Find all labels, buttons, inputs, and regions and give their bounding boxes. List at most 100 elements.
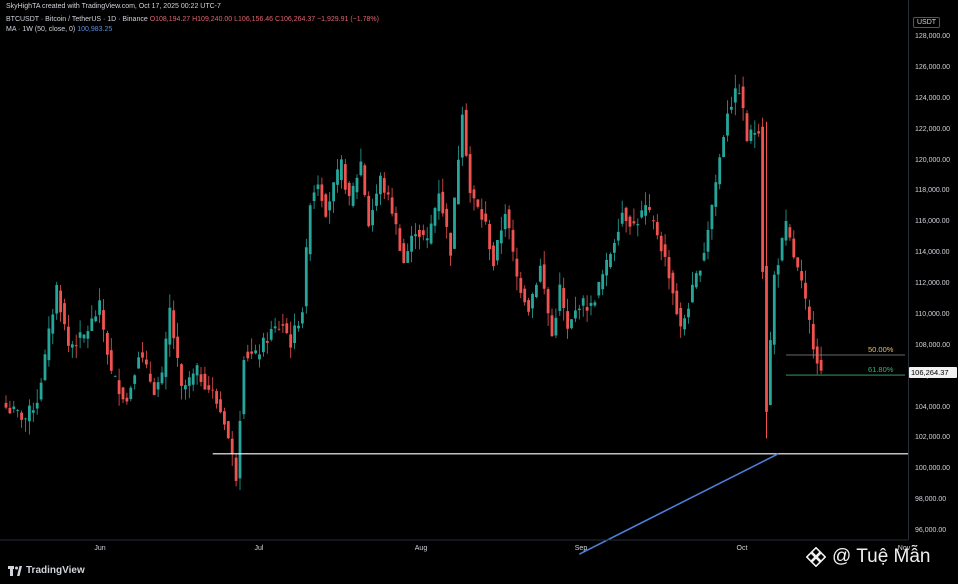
candle-body: [156, 382, 160, 390]
candle-body: [605, 259, 608, 276]
candle-body: [418, 229, 421, 237]
candle-body: [406, 251, 410, 263]
candle-body: [819, 360, 823, 371]
candle-body: [223, 411, 226, 425]
candle-body: [398, 228, 402, 251]
candle-body: [741, 86, 745, 109]
candle-body: [70, 344, 74, 348]
candle-body: [281, 324, 285, 326]
price-tick: 104,000.00: [915, 403, 951, 411]
ma-legend: MA · 1W (50, close, 0) 100,983.25: [6, 26, 112, 33]
ma-line: [578, 453, 779, 555]
price-axis[interactable]: USDT 96,000.00 98,000.00 100,000.00 102,000…: [908, 0, 958, 540]
candle-body: [616, 231, 620, 241]
tradingview-logo[interactable]: TradingView: [8, 565, 85, 576]
candle-body: [195, 365, 199, 376]
candle-body: [753, 132, 757, 135]
candle-body: [558, 284, 562, 311]
candle-body: [609, 254, 612, 268]
candle-body: [375, 193, 378, 206]
candle-body: [737, 93, 741, 95]
candle-body: [663, 244, 667, 257]
candle-body: [585, 307, 589, 311]
candle-body: [632, 221, 636, 224]
candle-body: [152, 382, 156, 395]
candle-body: [655, 222, 659, 236]
candle-body: [207, 385, 211, 390]
candle-body: [219, 399, 222, 413]
candle-body: [145, 359, 148, 365]
candle-body: [804, 282, 807, 299]
credit-line: SkyHighTA created with TradingView.com, …: [6, 3, 221, 10]
candle-body: [367, 195, 371, 227]
candle-body: [472, 189, 476, 199]
candle-body: [675, 290, 679, 315]
candle-body: [215, 391, 218, 404]
candle-body: [390, 197, 394, 214]
candle-body: [519, 278, 523, 293]
candle-body: [694, 273, 698, 288]
candle-body: [304, 247, 308, 307]
candle-body: [659, 235, 663, 252]
candle-body: [808, 306, 811, 320]
candle-body: [445, 208, 449, 227]
candle-body: [211, 389, 215, 391]
ma-value: 100,983.25: [77, 26, 113, 33]
candle-body: [24, 418, 27, 420]
footer: [0, 560, 958, 584]
candle-body: [480, 209, 484, 220]
candle-body: [332, 182, 335, 202]
candle-body: [730, 106, 733, 110]
time-tick: Jun: [94, 545, 106, 552]
candle-body: [16, 410, 20, 411]
candle-body: [698, 270, 702, 276]
currency-badge[interactable]: USDT: [913, 17, 941, 28]
candle-body: [180, 364, 183, 386]
candle-body: [429, 223, 433, 244]
candle-body: [597, 281, 601, 296]
price-chart[interactable]: [0, 0, 908, 560]
candle-body: [733, 88, 737, 103]
candle-body: [125, 397, 129, 402]
candle-body: [4, 403, 8, 408]
candle-body: [492, 245, 495, 267]
candle-body: [402, 243, 406, 264]
candle-body: [176, 336, 179, 358]
candle-body: [172, 310, 176, 339]
candle-body: [273, 326, 277, 329]
candle-body: [343, 164, 347, 190]
candle-body: [624, 207, 628, 221]
candle-body: [230, 438, 234, 454]
binance-icon: [806, 547, 826, 567]
candle-body: [726, 113, 729, 136]
candle-body: [160, 372, 164, 384]
candle-body: [499, 230, 503, 244]
candle-body: [811, 323, 815, 350]
candle-body: [238, 420, 242, 479]
candle-body: [437, 193, 441, 212]
candle-body: [59, 290, 62, 313]
candle-body: [570, 319, 573, 329]
candle-body: [562, 288, 566, 309]
candle-body: [254, 350, 257, 354]
candle-body: [63, 303, 66, 325]
candle-body: [74, 345, 78, 347]
candle-body: [757, 131, 761, 134]
tradingview-brand: TradingView: [26, 565, 85, 576]
candle-body: [593, 302, 597, 306]
price-tick: 100,000.00: [915, 465, 951, 473]
candle-body: [538, 265, 542, 282]
candle-body: [691, 284, 694, 303]
candle-body: [535, 284, 538, 298]
candle-body: [433, 208, 437, 226]
candle-body: [340, 159, 343, 181]
candle-body: [386, 192, 390, 195]
candle-body: [47, 328, 51, 361]
candle-body: [234, 457, 238, 481]
candle-body: [745, 113, 749, 141]
candle-body: [324, 194, 328, 217]
candle-body: [90, 318, 94, 331]
candle-body: [265, 340, 269, 343]
candle-body: [382, 178, 386, 193]
candle-body: [133, 375, 137, 384]
